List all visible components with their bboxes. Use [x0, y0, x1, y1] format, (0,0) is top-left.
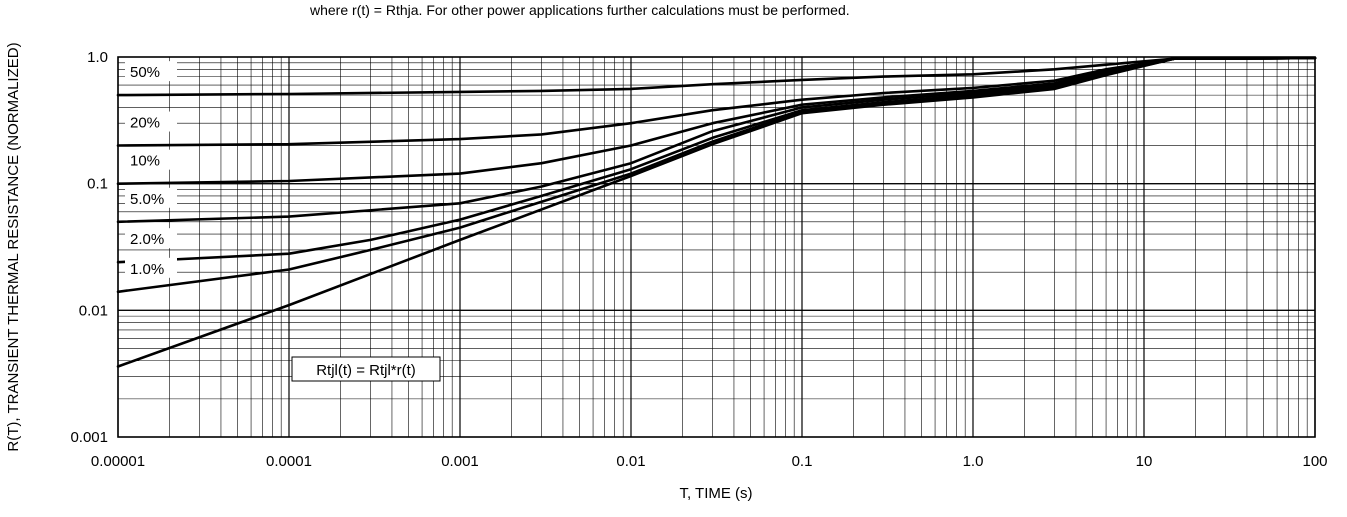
plot-frame [117, 56, 1316, 438]
y-tick-label: 0.1 [87, 176, 108, 193]
series-label-bg [125, 61, 177, 82]
series-label: 50% [130, 64, 160, 81]
series-label-bg [125, 257, 177, 278]
series-line [116, 56, 1317, 185]
x-tick-label: 0.00001 [91, 453, 145, 470]
series-line [116, 56, 1317, 264]
y-tick-label: 1.0 [87, 49, 108, 66]
y-tick-label: 0.01 [79, 302, 108, 319]
x-tick-label: 100 [1302, 453, 1327, 470]
annotation-text: Rtjl(t) = Rtjl*r(t) [316, 362, 416, 379]
annotation-box [291, 356, 441, 382]
y-tick-label: 0.001 [70, 429, 108, 446]
annotation: Rtjl(t) = Rtjl*r(t) [291, 356, 441, 382]
x-tick-label: 0.0001 [266, 453, 312, 470]
series-labels: 50% 20% 10% 5.0% 2.0% 1.0% [125, 61, 177, 278]
axis-ticks: 0.00001 0.0001 0.001 0.01 0.1 1.0 10 100 0.001 0.… [70, 49, 1327, 470]
series-label: 1.0% [130, 261, 164, 278]
series-line [116, 56, 1317, 224]
series-label-bg [125, 187, 177, 208]
series-label: 20% [130, 115, 160, 132]
series-label-bg [125, 228, 177, 249]
series-label-bg [125, 111, 177, 132]
series-line [116, 56, 1317, 147]
series-label: 5.0% [130, 191, 164, 208]
note-line: where r(t) = Rthja. For other power appl… [309, 2, 850, 18]
x-axis-label: T, TIME (s) [679, 485, 752, 502]
x-tick-label: 0.01 [616, 453, 645, 470]
series-label-bg [125, 149, 177, 170]
x-tick-label: 0.001 [441, 453, 479, 470]
series-line [116, 56, 1317, 97]
series-line [116, 56, 1317, 368]
series-layer [116, 56, 1317, 368]
x-tick-label: 0.1 [792, 453, 813, 470]
series-label: 10% [130, 153, 160, 170]
series-label: 2.0% [130, 231, 164, 248]
y-axis-label: R(T), TRANSIENT THERMAL RESISTANCE (NORM… [5, 42, 22, 451]
x-tick-label: 10 [1136, 453, 1153, 470]
x-tick-label: 1.0 [963, 453, 984, 470]
